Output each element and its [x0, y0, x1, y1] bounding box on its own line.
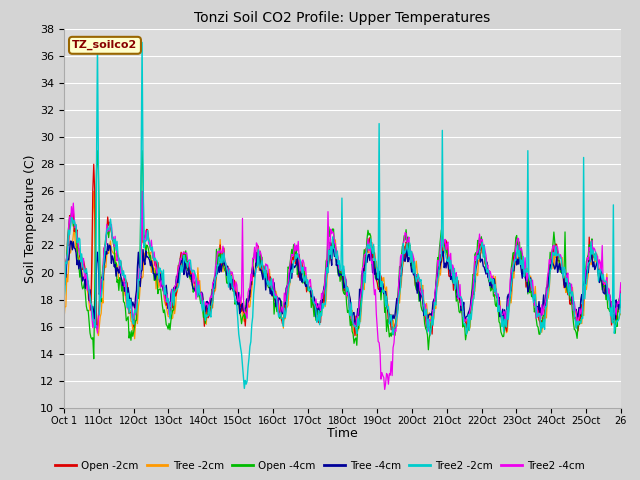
Open -2cm: [390, 329, 398, 335]
Line: Tree2 -2cm: Tree2 -2cm: [64, 42, 621, 388]
Tree2 -4cm: [159, 287, 167, 292]
Tree -4cm: [329, 236, 337, 242]
Tree2 -4cm: [381, 386, 388, 392]
Open -4cm: [314, 312, 322, 317]
Open -4cm: [60, 283, 68, 288]
Open -4cm: [390, 327, 398, 333]
Tree -2cm: [131, 336, 138, 342]
Open -4cm: [161, 307, 168, 313]
X-axis label: Time: Time: [327, 427, 358, 440]
Title: Tonzi Soil CO2 Profile: Upper Temperatures: Tonzi Soil CO2 Profile: Upper Temperatur…: [195, 11, 490, 25]
Tree2 -2cm: [93, 39, 101, 45]
Line: Open -4cm: Open -4cm: [64, 151, 621, 359]
Tree2 -2cm: [159, 267, 167, 273]
Tree -4cm: [434, 266, 442, 272]
Tree -4cm: [389, 312, 397, 318]
Legend: Open -2cm, Tree -2cm, Open -4cm, Tree -4cm, Tree2 -2cm, Tree2 -4cm: Open -2cm, Tree -2cm, Open -4cm, Tree -4…: [51, 456, 589, 475]
Tree -2cm: [390, 332, 398, 337]
Tree2 -2cm: [314, 317, 322, 323]
Line: Tree -4cm: Tree -4cm: [64, 239, 621, 327]
Open -4cm: [434, 255, 442, 261]
Line: Open -2cm: Open -2cm: [64, 164, 621, 336]
Tree -2cm: [60, 317, 68, 323]
Open -4cm: [93, 148, 101, 154]
Tree -2cm: [617, 311, 625, 317]
Tree2 -4cm: [60, 290, 68, 296]
Tree -2cm: [481, 254, 489, 260]
Tree2 -2cm: [390, 325, 398, 331]
Tree -4cm: [312, 314, 320, 320]
Tree2 -2cm: [434, 276, 442, 282]
Tree2 -2cm: [481, 257, 489, 263]
Tree -4cm: [60, 286, 68, 291]
Tree -4cm: [204, 299, 211, 304]
Open -2cm: [90, 161, 97, 167]
Tree -2cm: [314, 314, 322, 320]
Tree -2cm: [90, 189, 97, 194]
Tree2 -4cm: [617, 280, 625, 286]
Tree -2cm: [205, 306, 213, 312]
Tree -2cm: [434, 283, 442, 289]
Open -2cm: [617, 288, 625, 294]
Open -4cm: [617, 292, 625, 298]
Open -2cm: [351, 333, 359, 338]
Tree -2cm: [161, 298, 168, 304]
Text: TZ_soilco2: TZ_soilco2: [72, 40, 138, 50]
Tree2 -4cm: [204, 305, 212, 311]
Line: Tree -2cm: Tree -2cm: [64, 192, 621, 339]
Tree2 -4cm: [313, 304, 321, 310]
Line: Tree2 -4cm: Tree2 -4cm: [64, 192, 621, 389]
Tree2 -4cm: [390, 340, 398, 346]
Open -4cm: [205, 312, 213, 318]
Open -2cm: [204, 315, 212, 321]
Tree2 -2cm: [617, 291, 625, 297]
Tree -4cm: [617, 290, 625, 296]
Open -2cm: [313, 309, 321, 315]
Tree2 -2cm: [60, 297, 68, 302]
Y-axis label: Soil Temperature (C): Soil Temperature (C): [24, 154, 37, 283]
Open -2cm: [60, 283, 68, 289]
Open -2cm: [481, 261, 489, 267]
Tree2 -2cm: [241, 385, 248, 391]
Open -4cm: [481, 257, 489, 263]
Open -2cm: [159, 288, 167, 294]
Open -2cm: [434, 272, 442, 278]
Tree -4cm: [159, 284, 166, 289]
Tree2 -4cm: [481, 248, 489, 253]
Open -4cm: [90, 356, 97, 361]
Tree2 -4cm: [138, 189, 146, 194]
Tree2 -4cm: [434, 257, 442, 263]
Tree -4cm: [424, 324, 431, 330]
Tree -4cm: [481, 268, 489, 274]
Tree2 -2cm: [204, 312, 212, 318]
